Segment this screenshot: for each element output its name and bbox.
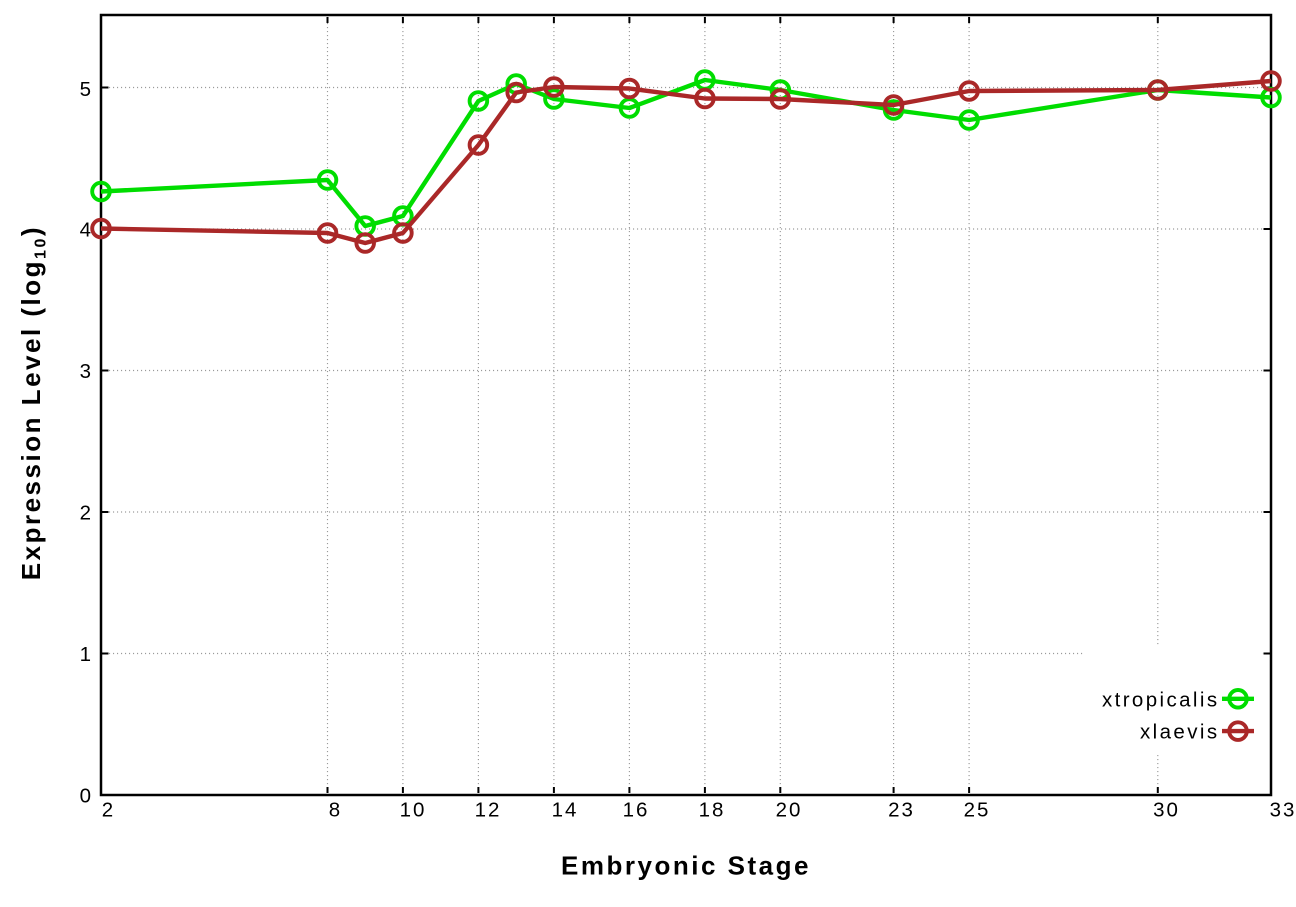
svg-text:12: 12 [475, 799, 502, 822]
svg-text:23: 23 [888, 799, 915, 822]
svg-text:16: 16 [623, 799, 650, 822]
svg-text:Expression Level (log10): Expression Level (log10) [16, 225, 50, 580]
svg-text:2: 2 [80, 502, 93, 525]
svg-text:4: 4 [80, 219, 93, 242]
svg-text:5: 5 [80, 78, 93, 101]
svg-text:xtropicalis: xtropicalis [1102, 689, 1220, 712]
svg-text:Embryonic Stage: Embryonic Stage [561, 851, 811, 881]
svg-text:33: 33 [1270, 799, 1296, 822]
svg-text:xlaevis: xlaevis [1140, 721, 1219, 744]
svg-text:3: 3 [80, 360, 93, 383]
svg-text:30: 30 [1153, 799, 1180, 822]
svg-text:25: 25 [964, 799, 991, 822]
svg-text:1: 1 [80, 643, 93, 666]
svg-text:2: 2 [102, 799, 115, 822]
svg-text:20: 20 [776, 799, 803, 822]
svg-text:14: 14 [552, 799, 579, 822]
svg-text:18: 18 [699, 799, 726, 822]
svg-text:0: 0 [80, 785, 93, 808]
svg-text:10: 10 [400, 799, 427, 822]
svg-text:8: 8 [329, 799, 342, 822]
